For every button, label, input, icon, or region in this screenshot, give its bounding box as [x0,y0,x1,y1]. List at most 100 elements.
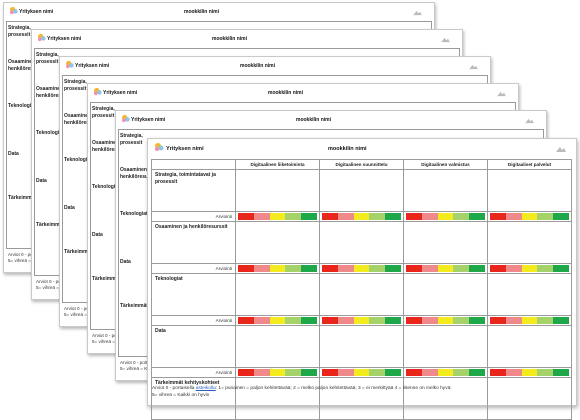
input-cell[interactable] [487,221,572,264]
score-4-swatch[interactable] [537,369,554,376]
score-3-swatch[interactable] [437,265,454,272]
score-4-swatch[interactable] [285,317,302,324]
score-2-swatch[interactable] [505,213,522,220]
score-3-swatch[interactable] [437,369,454,376]
score-3-swatch[interactable] [269,265,286,272]
score-1-swatch[interactable] [322,265,338,272]
score-scale[interactable] [235,315,320,326]
score-scale[interactable] [319,263,404,274]
score-3-swatch[interactable] [269,369,286,376]
score-1-swatch[interactable] [406,213,422,220]
score-1-swatch[interactable] [322,213,338,220]
input-cell[interactable] [235,169,320,212]
score-4-swatch[interactable] [285,213,302,220]
score-scale[interactable] [487,263,572,274]
input-cell[interactable] [319,325,404,368]
score-5-swatch[interactable] [469,369,485,376]
input-cell[interactable] [403,169,488,212]
score-2-swatch[interactable] [505,369,522,376]
score-scale[interactable] [487,211,572,222]
score-1-swatch[interactable] [238,369,254,376]
score-scale[interactable] [235,263,320,274]
score-2-swatch[interactable] [421,317,438,324]
score-5-swatch[interactable] [385,265,401,272]
input-cell[interactable] [403,325,488,368]
score-1-swatch[interactable] [238,317,254,324]
score-1-swatch[interactable] [406,265,422,272]
score-1-swatch[interactable] [238,213,254,220]
score-4-swatch[interactable] [537,213,554,220]
score-2-swatch[interactable] [421,213,438,220]
input-cell[interactable] [487,325,572,368]
score-2-swatch[interactable] [337,317,354,324]
input-cell[interactable] [487,169,572,212]
score-4-swatch[interactable] [369,317,386,324]
scale-link[interactable]: asteikolla [195,386,216,391]
score-1-swatch[interactable] [322,369,338,376]
score-scale[interactable] [403,263,488,274]
score-4-swatch[interactable] [285,265,302,272]
score-3-swatch[interactable] [353,317,370,324]
score-2-swatch[interactable] [337,265,354,272]
score-scale[interactable] [235,211,320,222]
score-5-swatch[interactable] [553,213,569,220]
score-2-swatch[interactable] [421,265,438,272]
input-cell[interactable] [235,221,320,264]
score-5-swatch[interactable] [385,317,401,324]
input-cell[interactable] [319,273,404,316]
score-2-swatch[interactable] [337,213,354,220]
score-5-swatch[interactable] [553,369,569,376]
score-3-swatch[interactable] [269,317,286,324]
score-5-swatch[interactable] [469,265,485,272]
input-cell[interactable] [319,221,404,264]
score-4-swatch[interactable] [369,265,386,272]
score-5-swatch[interactable] [301,265,317,272]
score-5-swatch[interactable] [469,213,485,220]
score-2-swatch[interactable] [505,265,522,272]
score-5-swatch[interactable] [553,317,569,324]
score-3-swatch[interactable] [269,213,286,220]
score-4-swatch[interactable] [537,317,554,324]
score-3-swatch[interactable] [353,213,370,220]
score-2-swatch[interactable] [253,317,270,324]
score-4-swatch[interactable] [369,213,386,220]
input-cell[interactable] [235,325,320,368]
score-scale[interactable] [487,367,572,378]
score-1-swatch[interactable] [406,317,422,324]
score-5-swatch[interactable] [301,369,317,376]
score-scale[interactable] [319,211,404,222]
score-3-swatch[interactable] [521,369,538,376]
score-scale[interactable] [403,211,488,222]
score-3-swatch[interactable] [521,317,538,324]
input-cell[interactable] [487,273,572,316]
score-3-swatch[interactable] [353,265,370,272]
input-cell[interactable] [487,377,572,420]
score-4-swatch[interactable] [453,213,470,220]
score-4-swatch[interactable] [453,265,470,272]
input-cell[interactable] [235,273,320,316]
score-1-swatch[interactable] [490,213,506,220]
score-3-swatch[interactable] [437,213,454,220]
input-cell[interactable] [403,273,488,316]
score-5-swatch[interactable] [301,317,317,324]
score-scale[interactable] [403,367,488,378]
score-scale[interactable] [403,315,488,326]
score-2-swatch[interactable] [253,213,270,220]
score-3-swatch[interactable] [437,317,454,324]
score-4-swatch[interactable] [453,369,470,376]
score-5-swatch[interactable] [469,317,485,324]
score-1-swatch[interactable] [322,317,338,324]
score-3-swatch[interactable] [521,265,538,272]
score-1-swatch[interactable] [406,369,422,376]
score-1-swatch[interactable] [490,369,506,376]
score-2-swatch[interactable] [505,317,522,324]
score-scale[interactable] [487,315,572,326]
input-cell[interactable] [403,221,488,264]
score-3-swatch[interactable] [353,369,370,376]
score-scale[interactable] [319,367,404,378]
score-3-swatch[interactable] [521,213,538,220]
score-1-swatch[interactable] [490,265,506,272]
score-4-swatch[interactable] [453,317,470,324]
score-scale[interactable] [319,315,404,326]
score-5-swatch[interactable] [301,213,317,220]
